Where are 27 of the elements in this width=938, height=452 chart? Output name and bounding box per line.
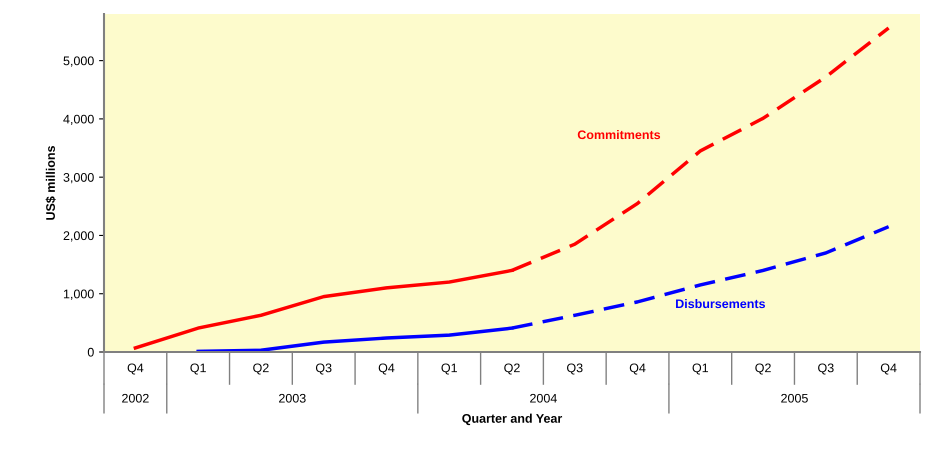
x-tick-label: Q3: [818, 363, 834, 375]
x-tick-label: Q3: [316, 363, 332, 375]
text: 2002: [122, 394, 149, 403]
x-tick-label: Q4: [880, 363, 897, 375]
text: 2005: [781, 394, 808, 403]
y-tick-label: 2,000: [64, 231, 94, 242]
y-tick-label: 5,000: [64, 56, 94, 67]
text: 2003: [279, 394, 306, 403]
x-tick-label: Q4: [128, 363, 144, 375]
text: Commitments: [578, 130, 660, 140]
x-tick-label: Q1: [692, 363, 708, 375]
y-tick-label: 3,000: [63, 172, 94, 184]
x-tick-label: Q3: [567, 363, 583, 375]
x-tick-label: Q1: [441, 363, 457, 375]
x-tick-label: Q2: [755, 363, 771, 375]
y-tick-label: 1,000: [64, 290, 94, 300]
text: Disbursements: [676, 299, 765, 308]
x-tick-label: Q1: [190, 363, 206, 375]
y-tick-label: 0: [88, 348, 94, 357]
y-tick-label: 4,000: [63, 114, 94, 126]
text: 2004: [530, 394, 557, 403]
x-tick-label: Q4: [378, 363, 394, 375]
x-tick-label: Q2: [253, 363, 269, 375]
x-tick-label: Q4: [630, 363, 646, 375]
x-axis-title: Quarter and Year: [462, 414, 562, 426]
y-axis-title: US$ millions: [46, 146, 56, 220]
x-tick-label: Q2: [504, 363, 520, 375]
